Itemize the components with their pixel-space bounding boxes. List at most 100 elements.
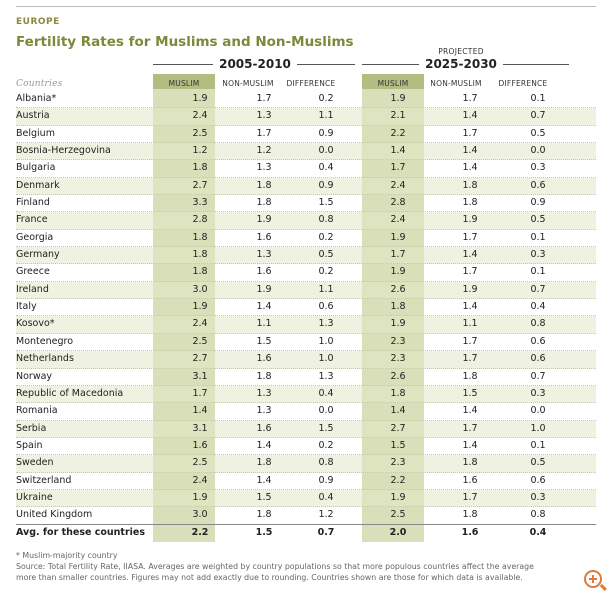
cell-muslim-2025: 1.8 bbox=[390, 387, 406, 399]
chart-title: Fertility Rates for Muslims and Non-Musl… bbox=[16, 34, 354, 50]
cell-muslim-2025: 1.9 bbox=[390, 318, 406, 330]
region-label: EUROPE bbox=[16, 17, 60, 27]
cell-difference-2005: 0.4 bbox=[318, 491, 334, 503]
cell-difference-2005: 0.9 bbox=[318, 127, 334, 139]
cell-nonmuslim-2025: 1.7 bbox=[462, 422, 478, 434]
table-row: Norway 3.1 1.8 1.3 2.6 1.8 0.7 bbox=[16, 369, 596, 386]
country-name: Serbia bbox=[16, 422, 47, 434]
cell-difference-2005: 0.8 bbox=[318, 214, 334, 226]
period-2005-2010: 2005-2010 bbox=[219, 57, 291, 71]
table-row: Montenegro 2.5 1.5 1.0 2.3 1.7 0.6 bbox=[16, 334, 596, 352]
cell-difference-2025: 0.8 bbox=[530, 509, 546, 521]
country-name: Finland bbox=[16, 197, 50, 209]
avg-difference-2005: 0.7 bbox=[317, 527, 335, 538]
cell-difference-2005: 1.3 bbox=[318, 370, 334, 382]
avg-difference-2025: 0.4 bbox=[529, 527, 547, 538]
country-name: Bosnia-Herzegovina bbox=[16, 145, 111, 157]
table-row: Romania 1.4 1.3 0.0 1.4 1.4 0.0 bbox=[16, 403, 596, 421]
cell-nonmuslim-2005: 1.4 bbox=[256, 439, 272, 451]
country-name: Montenegro bbox=[16, 335, 74, 347]
country-name: Belgium bbox=[16, 127, 55, 139]
average-row: Avg. for these countries 2.2 1.5 0.7 2.0… bbox=[16, 524, 596, 541]
cell-muslim-2025: 1.8 bbox=[390, 301, 406, 313]
cell-nonmuslim-2025: 1.8 bbox=[462, 509, 478, 521]
cell-nonmuslim-2005: 1.6 bbox=[256, 422, 272, 434]
cell-muslim-2025: 2.1 bbox=[390, 110, 406, 122]
countries-header: Countries bbox=[16, 79, 63, 89]
zoom-icon-handle bbox=[600, 583, 607, 591]
period-rule-right-2 bbox=[503, 64, 569, 65]
cell-muslim-2005: 3.0 bbox=[192, 509, 208, 521]
cell-muslim-2005: 1.7 bbox=[192, 387, 208, 399]
cell-difference-2005: 1.3 bbox=[318, 318, 334, 330]
cell-difference-2025: 0.7 bbox=[530, 110, 546, 122]
cell-nonmuslim-2005: 1.8 bbox=[256, 370, 272, 382]
table-row: Belgium 2.5 1.7 0.9 2.2 1.7 0.5 bbox=[16, 126, 596, 144]
cell-difference-2005: 0.6 bbox=[318, 301, 334, 313]
data-rows: Albania* 1.9 1.7 0.2 1.9 1.7 0.1 Austria 2.4 1.3 1… bbox=[16, 91, 596, 525]
cell-difference-2005: 0.2 bbox=[318, 439, 334, 451]
cell-nonmuslim-2025: 1.4 bbox=[462, 110, 478, 122]
cell-muslim-2025: 2.2 bbox=[390, 474, 406, 486]
cell-difference-2025: 0.6 bbox=[530, 474, 546, 486]
cell-nonmuslim-2025: 1.7 bbox=[462, 231, 478, 243]
country-name: Denmark bbox=[16, 179, 60, 191]
cell-difference-2025: 0.0 bbox=[530, 145, 546, 157]
cell-muslim-2025: 1.7 bbox=[390, 249, 406, 261]
country-name: Spain bbox=[16, 439, 43, 451]
cell-muslim-2025: 1.9 bbox=[390, 266, 406, 278]
table-row: Spain 1.6 1.4 0.2 1.5 1.4 0.1 bbox=[16, 438, 596, 456]
country-name: Bulgaria bbox=[16, 162, 56, 174]
zoom-in-icon[interactable] bbox=[584, 570, 602, 588]
cell-difference-2005: 0.8 bbox=[318, 457, 334, 469]
cell-difference-2005: 1.2 bbox=[318, 509, 334, 521]
table-row: Ireland 3.0 1.9 1.1 2.6 1.9 0.7 bbox=[16, 281, 596, 300]
cell-nonmuslim-2005: 1.8 bbox=[256, 179, 272, 191]
average-label: Avg. for these countries bbox=[16, 527, 145, 538]
cell-muslim-2005: 2.5 bbox=[192, 127, 208, 139]
table-row: United Kingdom 3.0 1.8 1.2 2.5 1.8 0.8 bbox=[16, 507, 596, 525]
cell-muslim-2005: 1.2 bbox=[192, 145, 208, 157]
cell-nonmuslim-2025: 1.1 bbox=[462, 318, 478, 330]
period-2025-2030: 2025-2030 bbox=[425, 57, 497, 71]
cell-muslim-2005: 2.4 bbox=[192, 474, 208, 486]
cell-muslim-2005: 3.1 bbox=[192, 422, 208, 434]
cell-difference-2005: 0.0 bbox=[318, 145, 334, 157]
table-row: Serbia 3.1 1.6 1.5 2.7 1.7 1.0 bbox=[16, 420, 596, 438]
cell-muslim-2025: 2.6 bbox=[390, 283, 406, 295]
cell-difference-2025: 0.1 bbox=[530, 439, 546, 451]
cell-nonmuslim-2005: 1.2 bbox=[256, 145, 272, 157]
cell-muslim-2025: 2.6 bbox=[390, 370, 406, 382]
cell-muslim-2025: 1.9 bbox=[390, 231, 406, 243]
cell-nonmuslim-2025: 1.6 bbox=[462, 474, 478, 486]
country-name: Sweden bbox=[16, 457, 54, 469]
table-row: Sweden 2.5 1.8 0.8 2.3 1.8 0.5 bbox=[16, 455, 596, 473]
cell-muslim-2025: 1.5 bbox=[390, 439, 406, 451]
cell-muslim-2025: 2.3 bbox=[390, 457, 406, 469]
table-row: Kosovo* 2.4 1.1 1.3 1.9 1.1 0.8 bbox=[16, 316, 596, 334]
cell-difference-2025: 0.6 bbox=[530, 179, 546, 191]
cell-muslim-2025: 2.4 bbox=[390, 214, 406, 226]
non-muslim-header-1: NON-MUSLIM bbox=[222, 79, 274, 88]
cell-nonmuslim-2005: 1.9 bbox=[256, 214, 272, 226]
cell-nonmuslim-2025: 1.4 bbox=[462, 405, 478, 417]
top-rule bbox=[16, 6, 596, 7]
cell-nonmuslim-2005: 1.3 bbox=[256, 110, 272, 122]
cell-difference-2005: 1.5 bbox=[318, 197, 334, 209]
difference-header-2: DIFFERENCE bbox=[498, 79, 548, 88]
cell-difference-2005: 1.0 bbox=[318, 353, 334, 365]
cell-difference-2005: 1.1 bbox=[318, 283, 334, 295]
country-name: Netherlands bbox=[16, 353, 74, 365]
table-row: Bosnia-Herzegovina 1.2 1.2 0.0 1.4 1.4 0.0 bbox=[16, 143, 596, 161]
cell-muslim-2025: 2.3 bbox=[390, 353, 406, 365]
avg-muslim-2005: 2.2 bbox=[191, 527, 209, 538]
cell-muslim-2005: 1.8 bbox=[192, 231, 208, 243]
cell-nonmuslim-2025: 1.7 bbox=[462, 353, 478, 365]
cell-difference-2025: 0.0 bbox=[530, 405, 546, 417]
cell-muslim-2005: 1.9 bbox=[192, 301, 208, 313]
table-row: France 2.8 1.9 0.8 2.4 1.9 0.5 bbox=[16, 212, 596, 230]
country-name: Italy bbox=[16, 301, 37, 313]
cell-difference-2025: 0.5 bbox=[530, 457, 546, 469]
cell-difference-2025: 0.1 bbox=[530, 266, 546, 278]
cell-nonmuslim-2025: 1.7 bbox=[462, 127, 478, 139]
